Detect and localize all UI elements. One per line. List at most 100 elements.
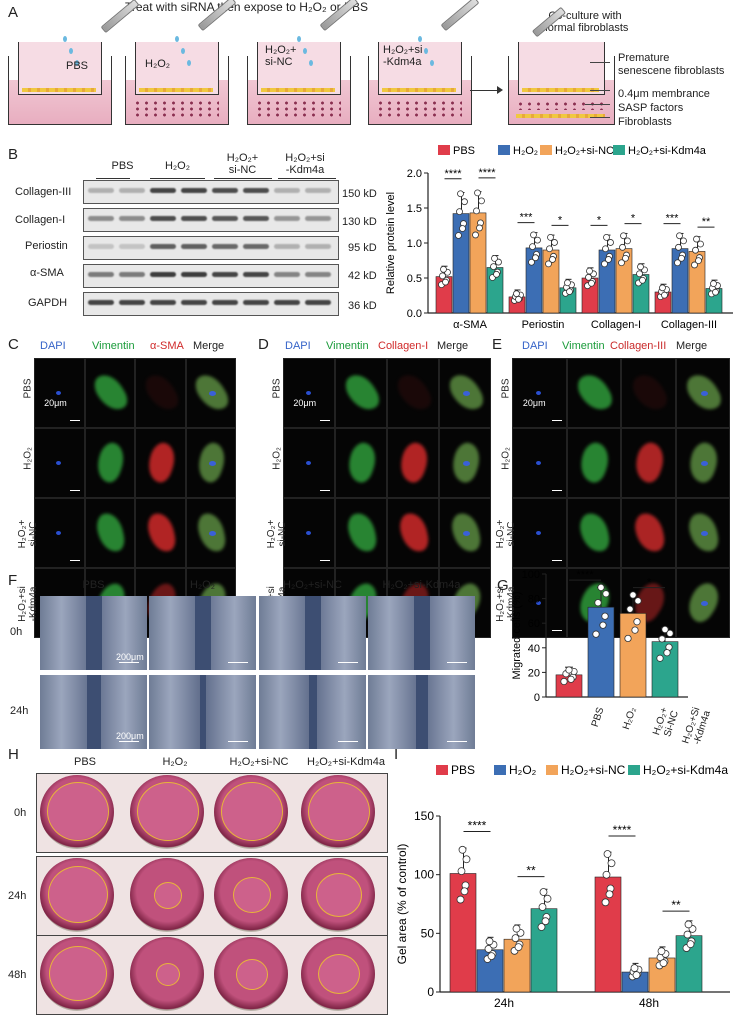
if-image (387, 358, 439, 428)
legend-swatch (628, 765, 640, 775)
data-point (549, 256, 556, 263)
data-point (534, 236, 541, 244)
chart-i-gel-area: 0 50 100 150 Gel area (% of control) 24h 48h **… (395, 763, 730, 1010)
cell-shape (627, 368, 671, 416)
data-point (560, 677, 568, 686)
data-point (493, 270, 500, 278)
data-point (675, 243, 682, 251)
blot-band (212, 272, 238, 277)
data-point (678, 254, 685, 262)
significance-label: ** (526, 864, 536, 878)
legend-label: PBS (451, 763, 475, 777)
significance-label: * (558, 214, 563, 226)
if-image (283, 498, 335, 568)
x-tick-label: α-SMA (453, 319, 488, 331)
wound-gap (85, 596, 102, 670)
legend-label: H₂O₂ (513, 145, 538, 157)
scratch-image (40, 596, 147, 670)
significance-label: * (597, 214, 602, 226)
data-point (632, 971, 641, 979)
annotation-sasp: SASP factors (618, 102, 684, 114)
data-point (637, 263, 644, 271)
if-image (439, 498, 491, 568)
data-point (603, 850, 612, 858)
y-tick-label: 100 (414, 868, 434, 882)
blot-band (88, 188, 114, 193)
data-point (693, 235, 700, 243)
gel-dish (214, 937, 288, 1011)
data-point (567, 675, 575, 683)
data-point (474, 189, 481, 197)
cell-shape (345, 511, 379, 554)
panel-label-f: F (8, 572, 18, 589)
data-point (666, 629, 674, 637)
y-tick-label: 60 (528, 618, 540, 630)
if-col-label: α-SMA (150, 340, 184, 352)
scale-bar (447, 741, 467, 742)
gel-col-label: H₂O₂ (162, 756, 188, 768)
gel-outline (137, 782, 199, 841)
significance-label: *** (666, 213, 680, 225)
cell-shape (395, 439, 433, 485)
senescent-cells-4 (522, 88, 599, 92)
wound-gap (308, 675, 317, 749)
y-tick-label: 40 (528, 643, 540, 655)
blot-band (150, 216, 176, 221)
significance-label: *** (520, 212, 534, 224)
data-point (439, 272, 446, 280)
if-image (185, 498, 236, 568)
wb-group-underline-2 (214, 178, 272, 179)
cell-shape (145, 511, 178, 554)
data-point (456, 208, 463, 216)
cell-shape (397, 511, 431, 554)
data-point (461, 198, 468, 206)
if-image (84, 358, 135, 428)
if-image (34, 498, 85, 568)
blot-band (181, 272, 207, 277)
y-tick-label: 0.5 (407, 273, 422, 285)
y-tick-label: 0.0 (407, 308, 422, 320)
data-point (605, 256, 612, 263)
gel-row-label: 0h (14, 807, 27, 819)
significance-label: **** (444, 168, 462, 180)
blot-band (212, 216, 238, 221)
data-point (601, 898, 610, 907)
wb-protein-col1: Collagen-I (15, 214, 66, 226)
annotation-fibroblasts: Fibroblasts (618, 116, 672, 128)
significance-label: **** (576, 569, 594, 581)
wb-group-si-kdm4a: H₂O₂+si -Kdm4a (285, 152, 325, 176)
data-point (607, 239, 614, 246)
gel-outline (318, 954, 360, 994)
panel-label-c: C (8, 336, 19, 353)
y-tick-label: 0 (534, 692, 540, 704)
if-row-label: H₂O₂ (22, 447, 34, 470)
y-tick-label: 1.0 (407, 238, 422, 250)
blot-band (88, 300, 114, 305)
data-point (512, 924, 521, 933)
nucleus (463, 460, 471, 466)
gel-outline (156, 963, 180, 986)
blot-band (243, 188, 269, 193)
if-row-label: H₂O₂ (271, 447, 283, 470)
if-col-label: Vimentin (92, 340, 135, 352)
blot-band (274, 216, 300, 221)
droplet-icon (424, 48, 428, 54)
gel-dish (301, 858, 375, 932)
if-col-label: DAPI (285, 340, 311, 352)
nucleus (56, 460, 62, 465)
bar (619, 613, 647, 698)
data-point (458, 845, 467, 854)
panel-label-g: G (497, 577, 509, 594)
panel-a-title: Treat with siRNA then expose to H₂O₂ or … (125, 0, 368, 14)
data-point (634, 597, 642, 605)
wb-group-underline-0 (96, 178, 130, 179)
blot-band (181, 188, 207, 193)
droplet-icon (418, 36, 422, 42)
data-point (538, 903, 547, 911)
blot-band (181, 300, 207, 305)
if-col-label: Vimentin (326, 340, 369, 352)
blot-band (119, 272, 145, 277)
x-tick-label: Periostin (522, 319, 565, 331)
annotation-pointer-1 (590, 90, 610, 92)
